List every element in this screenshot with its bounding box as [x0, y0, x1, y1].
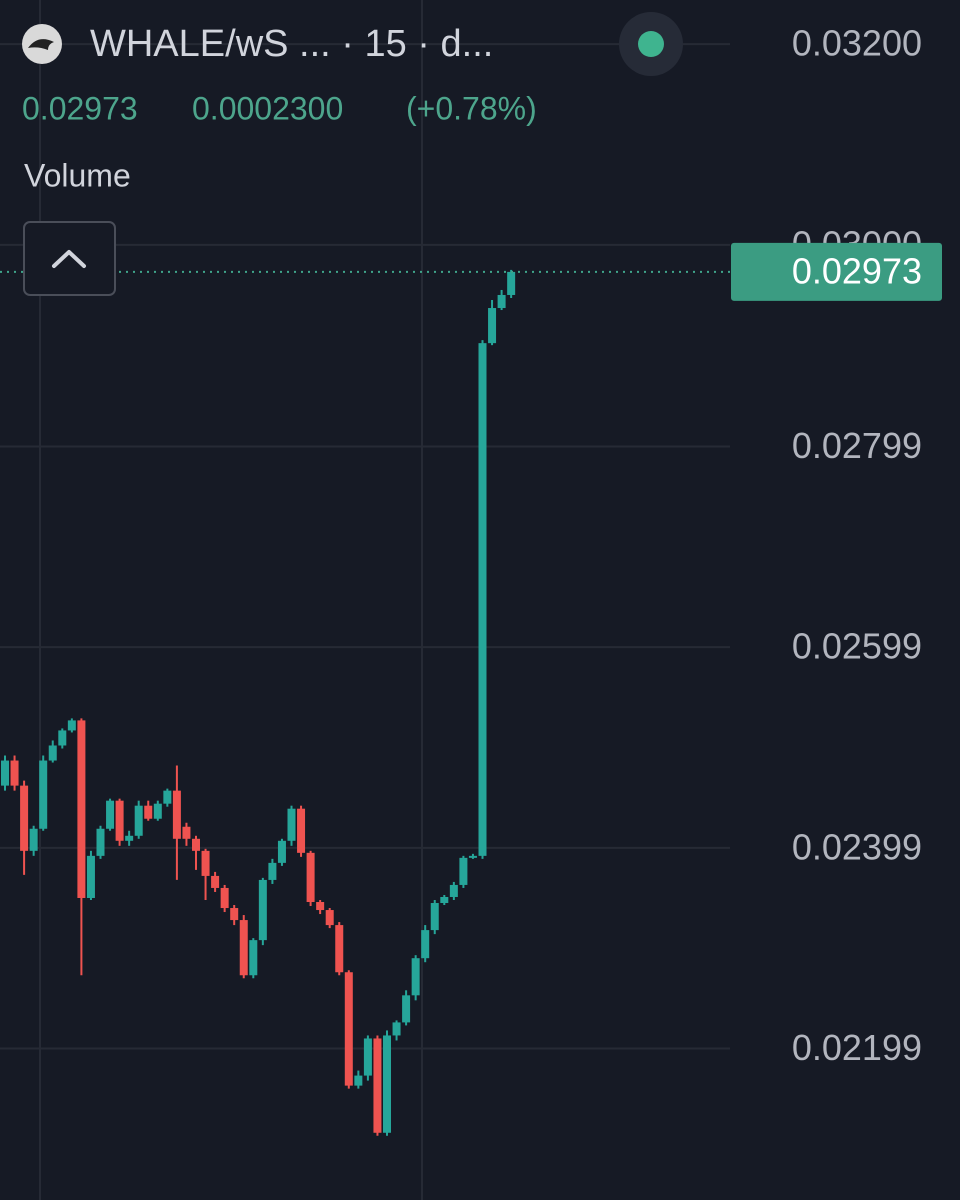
candle-body	[478, 343, 487, 856]
candle-body	[411, 958, 420, 996]
candle-body	[211, 875, 220, 888]
candle-body	[507, 271, 516, 295]
candle-body	[96, 828, 105, 856]
candle-body	[402, 995, 411, 1023]
candle-body	[106, 800, 115, 829]
candle-body	[115, 800, 124, 841]
candle-body	[144, 805, 153, 819]
candle-body	[440, 896, 449, 904]
candle-body	[392, 1022, 401, 1036]
candle-body	[354, 1075, 363, 1086]
candle-body	[86, 855, 95, 898]
candle-body	[373, 1038, 382, 1133]
header: WHALE/wS ... · 15 · d... 0.02973 0.00023…	[22, 12, 683, 296]
collapse-chevron	[52, 250, 86, 268]
candle-body	[20, 785, 29, 851]
price-change: 0.0002300	[192, 90, 343, 126]
candle-body	[172, 790, 181, 839]
last-price-box	[731, 242, 942, 301]
y-tick-label: 0.02599	[792, 626, 922, 667]
candle-body	[430, 903, 439, 931]
candle-body	[297, 808, 306, 853]
price-change-pct: (+0.78%)	[406, 90, 537, 126]
y-tick-label: 0.02399	[792, 826, 922, 867]
candle-body	[335, 925, 344, 973]
candle-body	[1, 760, 9, 786]
candle-body	[449, 884, 458, 897]
candle-body	[58, 730, 67, 746]
candle-body	[67, 720, 76, 731]
candle-body	[39, 760, 48, 829]
candle-body	[134, 805, 143, 836]
candle-body	[29, 828, 38, 851]
candle-body	[239, 920, 248, 976]
chart-title: WHALE/wS ... · 15 · d...	[90, 23, 493, 65]
candle-body	[268, 862, 277, 880]
candle-body	[459, 857, 468, 885]
indicator-label: Volume	[24, 157, 131, 193]
y-tick-label: 0.03200	[792, 23, 922, 64]
y-tick-label: 0.02799	[792, 425, 922, 466]
candle-body	[468, 855, 477, 858]
collapse-button[interactable]	[23, 221, 116, 296]
candle-body	[249, 940, 258, 976]
candle-body	[325, 910, 334, 926]
candle-body	[258, 879, 267, 941]
candle-body	[125, 835, 134, 841]
candle-body	[230, 908, 239, 921]
candle-body	[201, 850, 210, 876]
token-logo-whale	[28, 39, 54, 50]
candle-body	[306, 852, 315, 903]
last-price: 0.02973	[22, 90, 138, 126]
candle-body	[77, 720, 86, 898]
candle-body	[48, 745, 57, 761]
candle-body	[182, 826, 191, 839]
candle-body	[10, 760, 19, 786]
candle-body	[316, 902, 325, 911]
candle-body	[192, 838, 200, 851]
candle-body	[277, 840, 286, 863]
candle-body	[153, 803, 162, 819]
candle-body	[363, 1038, 372, 1076]
y-tick-label: 0.02199	[792, 1027, 922, 1068]
last-price-label: 0.02973	[792, 250, 922, 291]
candle-body	[163, 790, 172, 804]
status-dot	[638, 31, 664, 57]
candle-body	[287, 808, 296, 841]
plot-area	[0, 0, 730, 1200]
candle-body	[220, 887, 229, 909]
candle-body	[383, 1035, 391, 1133]
candle-body	[421, 930, 430, 959]
candle-body	[488, 308, 497, 344]
candle-body	[497, 294, 506, 309]
candle-body	[344, 972, 353, 1086]
